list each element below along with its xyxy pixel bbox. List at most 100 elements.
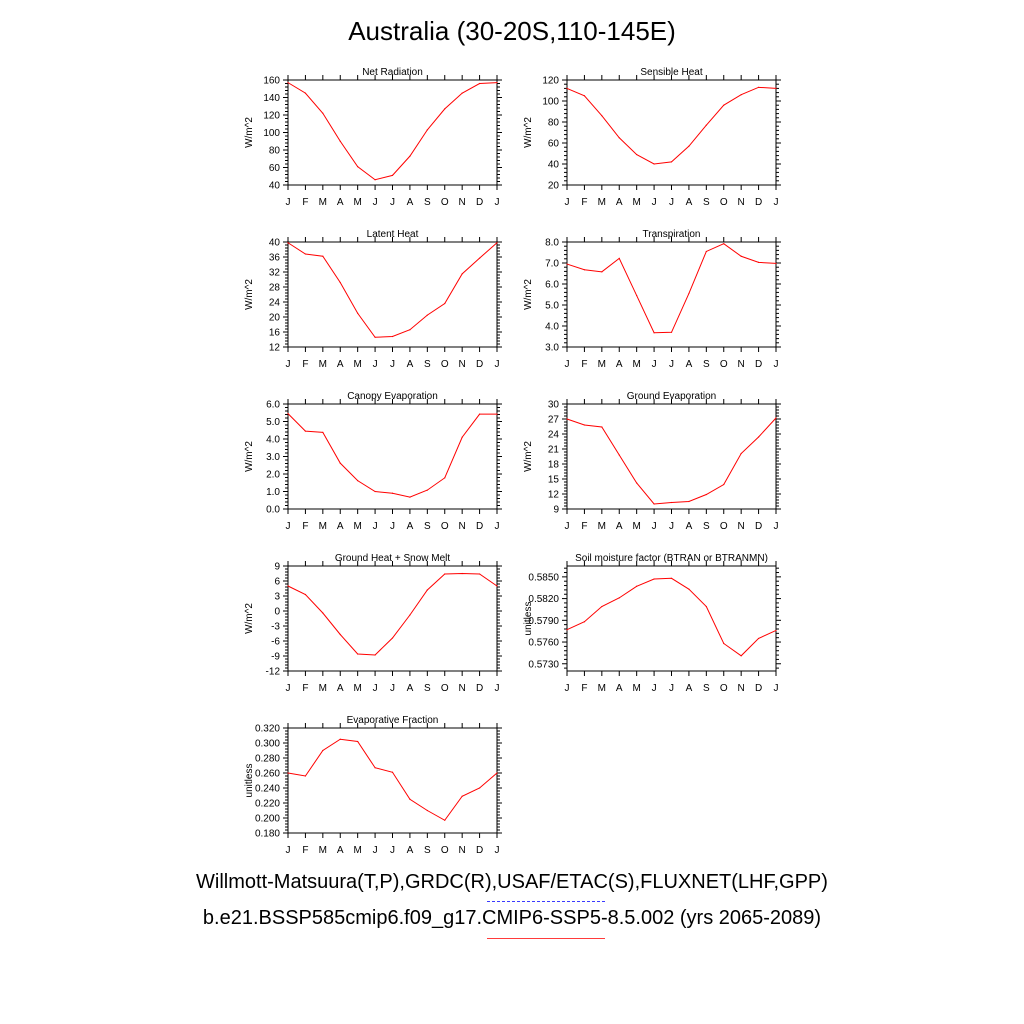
x-tick-label: O: [441, 521, 449, 532]
y-tick-label: 20: [548, 181, 560, 192]
x-tick-label: A: [407, 197, 414, 208]
data-point: [287, 82, 289, 84]
y-tick-label: 0.200: [255, 814, 280, 825]
data-point: [339, 633, 341, 636]
x-tick-label: N: [738, 683, 745, 694]
series-line-model: [566, 417, 777, 505]
x-tick-label: F: [581, 683, 587, 694]
x-tick-label: D: [476, 683, 483, 694]
x-tick-label: M: [598, 683, 606, 694]
x-tick-label: J: [774, 197, 779, 208]
data-point: [670, 577, 673, 579]
data-point: [775, 87, 777, 89]
data-point: [653, 163, 655, 165]
y-tick-label: 8.0: [545, 238, 559, 249]
y-tick-label: 36: [269, 253, 281, 264]
x-tick-label: D: [755, 683, 762, 694]
data-point: [322, 112, 324, 114]
y-tick-label: 12: [548, 490, 560, 501]
y-axis-label: W/m^2: [523, 279, 534, 310]
y-tick-label: 16: [269, 328, 281, 339]
y-tick-label: 60: [548, 139, 560, 150]
x-tick-label: N: [459, 197, 466, 208]
data-point: [566, 629, 568, 631]
data-point: [339, 462, 341, 464]
y-tick-label: 2.0: [266, 470, 280, 481]
x-tick-label: N: [738, 359, 745, 370]
x-tick-label: A: [337, 845, 344, 856]
series-line-model: [287, 413, 497, 498]
data-point: [374, 336, 376, 338]
y-tick-label: 1.0: [266, 487, 280, 498]
x-tick-label: D: [476, 197, 483, 208]
x-tick-label: J: [286, 845, 291, 856]
x-tick-label: J: [286, 197, 291, 208]
y-tick-label: 0.240: [255, 784, 280, 795]
data-point: [583, 424, 586, 426]
x-tick-label: A: [686, 683, 693, 694]
y-tick-label: 0.5820: [528, 594, 559, 605]
data-point: [391, 637, 394, 639]
y-tick-label: 0: [274, 607, 280, 618]
x-tick-label: J: [774, 359, 779, 370]
x-tick-label: J: [373, 683, 378, 694]
data-point: [409, 155, 411, 157]
data-point: [374, 490, 376, 493]
y-tick-label: 9: [274, 562, 280, 573]
x-tick-label: A: [616, 359, 623, 370]
panel-title: Canopy Evaporation: [347, 391, 438, 402]
x-tick-label: F: [302, 683, 308, 694]
x-tick-label: A: [616, 197, 623, 208]
data-point: [670, 161, 673, 163]
x-tick-label: A: [337, 683, 344, 694]
y-tick-label: 80: [548, 118, 560, 129]
data-point: [757, 436, 760, 438]
data-point: [409, 496, 411, 498]
legend-observations-text: Willmott-Matsuura(T,P),GRDC(R),USAF/ETAC…: [196, 871, 828, 893]
data-point: [374, 767, 376, 769]
y-axis-label: W/m^2: [244, 603, 255, 634]
y-tick-label: 120: [542, 76, 559, 87]
page-title: Australia (30-20S,110-145E): [348, 16, 676, 46]
data-point: [670, 331, 673, 333]
panel-8: Soil moisture factor (BTRAN or BTRANMN) u…: [523, 553, 781, 694]
data-point: [566, 263, 568, 265]
y-tick-label: 60: [269, 163, 281, 174]
y-tick-label: 160: [263, 76, 280, 87]
x-tick-label: D: [476, 845, 483, 856]
x-tick-label: M: [353, 521, 361, 532]
y-tick-label: 28: [269, 283, 281, 294]
data-point: [322, 431, 324, 433]
data-point: [304, 593, 307, 596]
x-tick-label: N: [459, 521, 466, 532]
data-point: [496, 772, 498, 774]
x-tick-label: D: [755, 359, 762, 370]
y-tick-label: 100: [542, 97, 559, 108]
x-tick-label: O: [441, 845, 449, 856]
data-point: [357, 166, 359, 168]
x-tick-label: A: [616, 683, 623, 694]
panel-5: Canopy Evaporation W/m^2 0.0 1.0 2.0 3.0 4.0 5.…: [244, 391, 502, 532]
data-point: [444, 573, 446, 575]
y-tick-label: 9: [553, 505, 559, 516]
x-tick-label: M: [319, 845, 327, 856]
y-axis-label: W/m^2: [523, 441, 534, 472]
panel-title: Sensible Heat: [640, 67, 702, 78]
x-tick-label: J: [495, 359, 500, 370]
data-point: [374, 654, 376, 656]
x-tick-label: F: [302, 197, 308, 208]
y-tick-label: 0.180: [255, 829, 280, 840]
x-tick-label: J: [390, 521, 395, 532]
x-tick-label: S: [424, 683, 431, 694]
y-axis-label: W/m^2: [244, 117, 255, 148]
series-line-model: [287, 572, 498, 656]
data-point: [444, 302, 446, 305]
data-point: [357, 740, 359, 743]
y-tick-label: 80: [269, 146, 281, 157]
panel-title: Latent Heat: [367, 229, 419, 240]
data-point: [339, 738, 341, 740]
data-point: [636, 585, 638, 587]
